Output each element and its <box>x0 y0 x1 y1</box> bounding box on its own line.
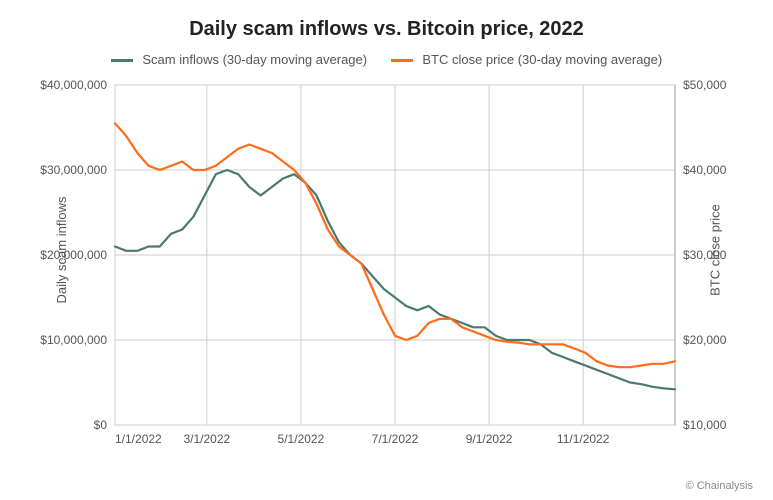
plot-area: $0$10,000,000$20,000,000$30,000,000$40,0… <box>115 85 675 425</box>
ytick-left-label: $40,000,000 <box>40 78 107 92</box>
ytick-right-label: $50,000 <box>683 78 727 92</box>
legend-label-btc: BTC close price (30-day moving average) <box>422 52 662 67</box>
ytick-right-label: $30,000 <box>683 248 727 262</box>
ytick-left-label: $20,000,000 <box>40 248 107 262</box>
chart-container: Daily scam inflows vs. Bitcoin price, 20… <box>0 0 773 500</box>
xtick-label: 7/1/2022 <box>372 432 419 446</box>
chart-legend: Scam inflows (30-day moving average) BTC… <box>0 52 773 67</box>
chart-title: Daily scam inflows vs. Bitcoin price, 20… <box>0 18 773 41</box>
ytick-left-label: $10,000,000 <box>40 333 107 347</box>
xtick-label: 11/1/2022 <box>557 432 610 446</box>
legend-swatch-btc <box>391 59 413 62</box>
ytick-right-label: $20,000 <box>683 333 727 347</box>
legend-swatch-scam <box>111 59 133 62</box>
xtick-label: 5/1/2022 <box>278 432 325 446</box>
ytick-right-label: $40,000 <box>683 163 727 177</box>
xtick-label: 1/1/2022 <box>115 432 162 446</box>
xtick-label: 3/1/2022 <box>183 432 230 446</box>
ytick-left-label: $0 <box>94 418 108 432</box>
legend-item-btc: BTC close price (30-day moving average) <box>391 52 663 67</box>
attribution: © Chainalysis <box>686 480 753 492</box>
legend-label-scam: Scam inflows (30-day moving average) <box>142 52 367 67</box>
ytick-left-label: $30,000,000 <box>40 163 107 177</box>
legend-item-scam: Scam inflows (30-day moving average) <box>111 52 367 67</box>
ytick-right-label: $10,000 <box>683 418 727 432</box>
plot-svg: $0$10,000,000$20,000,000$30,000,000$40,0… <box>115 85 675 425</box>
xtick-label: 9/1/2022 <box>466 432 513 446</box>
